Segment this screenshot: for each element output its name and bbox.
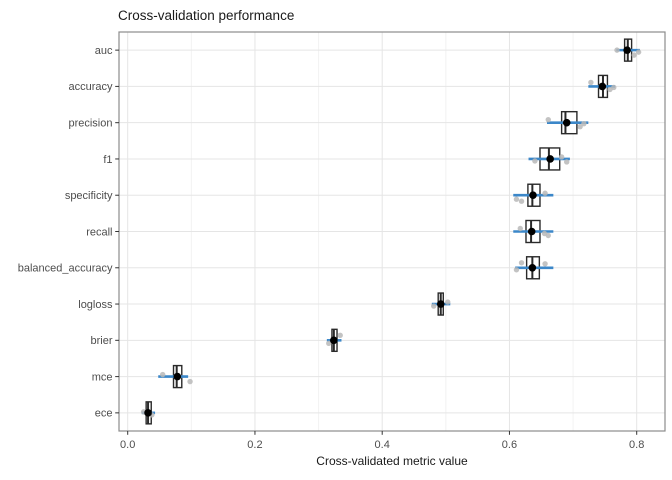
fold-point: [159, 371, 166, 378]
mean-dot: [330, 336, 338, 345]
mean-dot: [546, 155, 554, 163]
x-tick-label: 0.6: [502, 439, 517, 451]
fold-point: [445, 299, 451, 305]
mean-dot: [598, 82, 607, 91]
fold-point: [518, 260, 525, 266]
fold-point: [518, 198, 525, 204]
fold-point: [581, 120, 587, 127]
x-tick-label: 0.2: [247, 439, 262, 451]
x-axis-title: Cross-validated metric value: [316, 454, 468, 468]
fold-point: [631, 52, 637, 58]
x-tick-label: 0.8: [629, 439, 644, 451]
y-tick-label: recall: [86, 226, 112, 238]
chart-title: Cross-validation performance: [118, 8, 294, 23]
fold-point: [588, 79, 594, 86]
fold-point: [513, 196, 520, 202]
x-tick-label: 0.4: [375, 439, 390, 451]
x-tick-label: 0.0: [120, 439, 135, 451]
mean-dot: [528, 263, 537, 272]
fold-point: [326, 340, 332, 347]
y-tick-label: ece: [95, 408, 113, 420]
mean-dot: [173, 372, 182, 381]
y-tick-label: f1: [103, 154, 112, 166]
fold-point: [542, 190, 548, 196]
mean-dot: [562, 118, 571, 127]
mean-dot: [436, 300, 445, 308]
y-tick-label: logloss: [78, 299, 113, 311]
fold-point: [577, 123, 583, 130]
fold-point: [545, 116, 551, 123]
fold-point: [564, 159, 570, 165]
fold-point: [187, 378, 193, 385]
mean-dot: [144, 409, 152, 417]
y-tick-label: balanced_accuracy: [18, 263, 113, 275]
y-tick-label: mce: [92, 371, 113, 383]
y-tick-label: brier: [90, 335, 112, 347]
fold-point: [517, 225, 523, 232]
fold-point: [337, 332, 343, 339]
mean-dot: [623, 46, 631, 54]
y-tick-label: auc: [95, 45, 113, 57]
fold-point: [542, 261, 548, 267]
fold-point: [611, 84, 617, 91]
fold-point: [545, 232, 551, 239]
plot-panel: 0.0 0.2 0.4 0.6 0.8 auc accuracy precision f1 spe…: [18, 31, 666, 451]
fold-point: [532, 158, 538, 164]
y-tick-label: accuracy: [68, 81, 113, 93]
fold-point: [614, 47, 620, 53]
y-tick-label: specificity: [65, 190, 113, 202]
fold-point: [431, 303, 437, 309]
fold-point: [635, 49, 642, 55]
fold-point: [513, 267, 520, 273]
y-tick-label: precision: [68, 117, 112, 129]
fold-point: [558, 154, 565, 160]
mean-dot: [527, 227, 536, 236]
mean-dot: [529, 191, 537, 200]
